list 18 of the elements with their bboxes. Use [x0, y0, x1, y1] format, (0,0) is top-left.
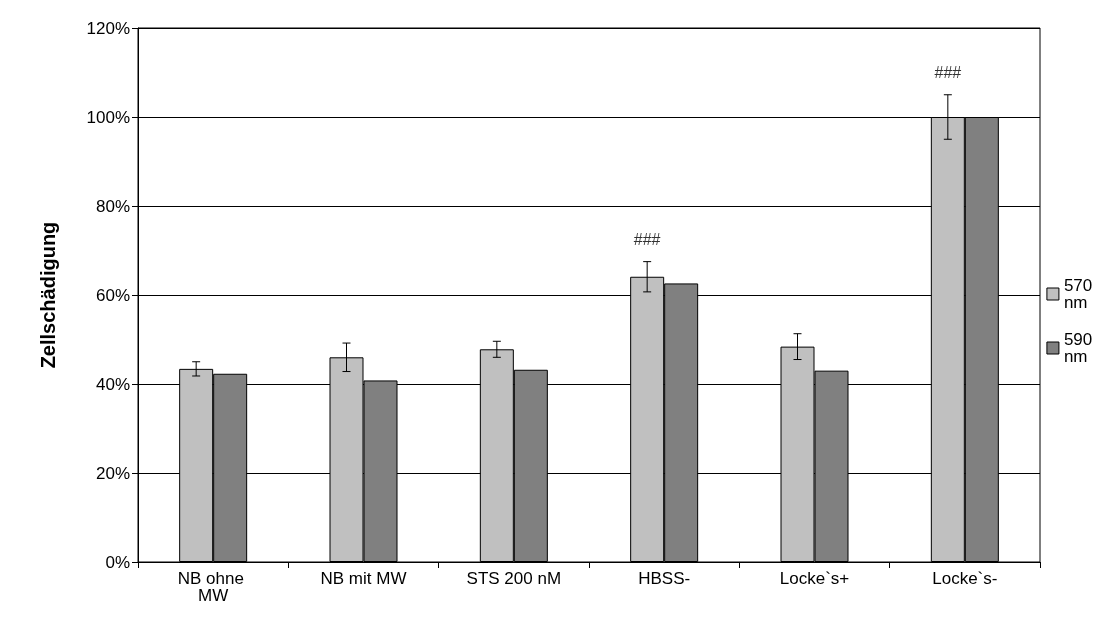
annotation: ### [633, 231, 661, 249]
x-tick-label: Locke`s+ [779, 569, 850, 588]
y-tick-label: 80% [95, 196, 130, 216]
y-tick-label: 0% [105, 552, 130, 572]
x-tick-label: Locke`s- [932, 569, 998, 588]
y-axis-title: Zellschädigung [37, 221, 59, 369]
y-tick-label: 40% [95, 374, 130, 394]
x-tick-label: NB ohne MW [177, 569, 249, 605]
x-tick-label: HBSS- [638, 569, 691, 588]
y-tick-label: 100% [86, 107, 130, 127]
legend-label: 570 nm [1063, 276, 1098, 312]
legend-label: 590 nm [1063, 330, 1098, 366]
y-tick-label: 120% [86, 18, 130, 38]
x-tick-label: STS 200 nM [466, 569, 562, 588]
y-tick-label: 20% [95, 463, 130, 483]
x-tick-label: NB mit MW [320, 569, 407, 588]
annotation: ### [934, 64, 962, 82]
y-tick-label: 60% [95, 285, 130, 305]
